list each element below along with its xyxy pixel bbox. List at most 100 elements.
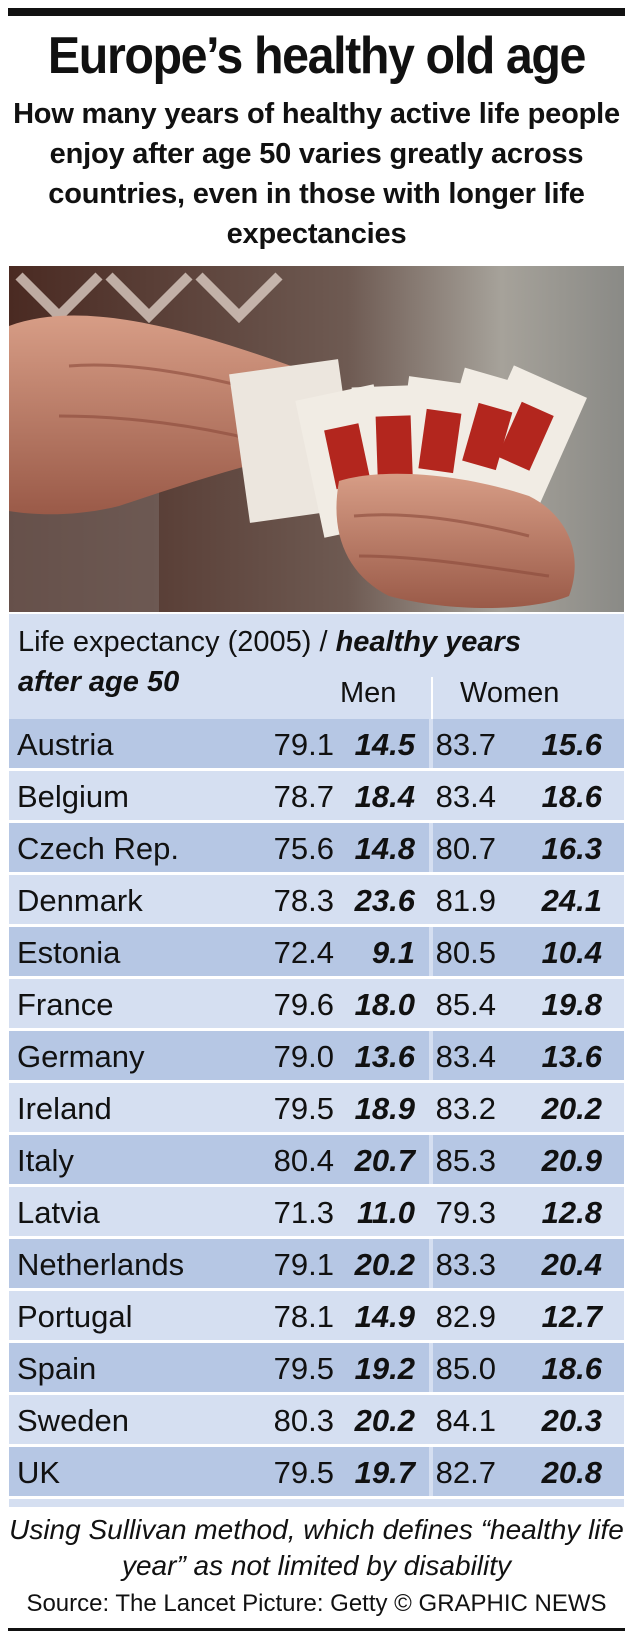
men-cell-block [9, 1239, 429, 1288]
women-healthy-years: 19.8 [541, 987, 602, 1022]
women-life-expectancy: 85.4 [435, 987, 496, 1022]
men-life-expectancy: 79.5 [273, 1091, 334, 1126]
column-header-men: Men [340, 677, 397, 709]
men-cell-block [9, 719, 429, 768]
country-name: Estonia [17, 935, 121, 970]
table-row: Italy 80.4 20.7 85.3 20.9 [9, 1135, 624, 1187]
men-cell-block [9, 771, 429, 820]
row-separator [9, 872, 624, 875]
men-cell-block [9, 1447, 429, 1496]
women-life-expectancy: 82.7 [435, 1455, 496, 1490]
men-cell-block [9, 927, 429, 976]
women-cell-block [433, 1083, 624, 1132]
table-row: Czech Rep. 75.6 14.8 80.7 16.3 [9, 823, 624, 875]
men-healthy-years: 23.6 [354, 883, 415, 918]
women-healthy-years: 16.3 [541, 831, 602, 866]
men-healthy-years: 9.1 [371, 935, 415, 970]
row-separator [9, 1340, 624, 1343]
country-name: Portugal [17, 1299, 133, 1334]
table-row: Latvia 71.3 11.0 79.3 12.8 [9, 1187, 624, 1239]
women-life-expectancy: 83.7 [435, 727, 496, 762]
row-separator [9, 820, 624, 823]
row-separator [9, 1184, 624, 1187]
country-name: France [17, 987, 114, 1022]
table-row: Belgium 78.7 18.4 83.4 18.6 [9, 771, 624, 823]
column-divider [431, 677, 433, 719]
women-life-expectancy: 85.0 [435, 1351, 496, 1386]
men-healthy-years: 19.7 [354, 1455, 415, 1490]
men-life-expectancy: 79.1 [273, 1247, 334, 1282]
row-separator [9, 924, 624, 927]
men-healthy-years: 19.2 [354, 1351, 415, 1386]
women-cell-block [433, 1395, 624, 1444]
table-row: Netherlands 79.1 20.2 83.3 20.4 [9, 1239, 624, 1291]
women-life-expectancy: 83.2 [435, 1091, 496, 1126]
country-name: Italy [17, 1143, 74, 1178]
photo-hands-playing-cards [9, 266, 624, 612]
country-name: Spain [17, 1351, 97, 1386]
men-cell-block [9, 979, 429, 1028]
table-header-label: Life expectancy (2005) / healthy years a… [18, 622, 578, 702]
men-healthy-years: 13.6 [354, 1039, 415, 1074]
country-name: Austria [17, 727, 114, 762]
women-life-expectancy: 85.3 [435, 1143, 496, 1178]
women-healthy-years: 12.8 [541, 1195, 602, 1230]
women-cell-block [433, 927, 624, 976]
women-healthy-years: 18.6 [541, 1351, 602, 1386]
women-healthy-years: 24.1 [541, 883, 602, 918]
men-cell-block [9, 875, 429, 924]
women-life-expectancy: 80.5 [435, 935, 496, 970]
men-life-expectancy: 80.3 [273, 1403, 334, 1438]
men-cell-block [9, 1031, 429, 1080]
men-life-expectancy: 79.5 [273, 1455, 334, 1490]
men-healthy-years: 20.2 [354, 1247, 415, 1282]
men-cell-block [9, 1135, 429, 1184]
top-rule [8, 8, 625, 16]
women-cell-block [433, 1447, 624, 1496]
country-name: Ireland [17, 1091, 112, 1126]
men-life-expectancy: 80.4 [273, 1143, 334, 1178]
women-healthy-years: 20.9 [541, 1143, 602, 1178]
table-row: Ireland 79.5 18.9 83.2 20.2 [9, 1083, 624, 1135]
women-cell-block [433, 1031, 624, 1080]
women-healthy-years: 15.6 [541, 727, 602, 762]
table-header-bold: healthy years after age 50 [18, 626, 521, 698]
row-separator [9, 1028, 624, 1031]
women-life-expectancy: 82.9 [435, 1299, 496, 1334]
men-life-expectancy: 79.0 [273, 1039, 334, 1074]
row-separator [9, 976, 624, 979]
women-cell-block [433, 979, 624, 1028]
country-name: Belgium [17, 779, 129, 814]
women-life-expectancy: 83.4 [435, 779, 496, 814]
row-separator [9, 768, 624, 771]
men-healthy-years: 20.2 [354, 1403, 415, 1438]
women-life-expectancy: 83.3 [435, 1247, 496, 1282]
women-life-expectancy: 80.7 [435, 831, 496, 866]
table-row: UK 79.5 19.7 82.7 20.8 [9, 1447, 624, 1499]
chart-subtitle: How many years of healthy active life pe… [13, 98, 620, 250]
men-healthy-years: 14.9 [354, 1299, 415, 1334]
row-separator [9, 1288, 624, 1291]
women-healthy-years: 20.3 [541, 1403, 602, 1438]
country-name: Czech Rep. [17, 831, 179, 866]
row-separator [9, 1132, 624, 1135]
women-healthy-years: 20.8 [541, 1455, 602, 1490]
women-life-expectancy: 84.1 [435, 1403, 496, 1438]
table-row: Sweden 80.3 20.2 84.1 20.3 [9, 1395, 624, 1447]
women-life-expectancy: 83.4 [435, 1039, 496, 1074]
men-life-expectancy: 78.3 [273, 883, 334, 918]
men-cell-block [9, 1083, 429, 1132]
women-cell-block [433, 1239, 624, 1288]
women-healthy-years: 13.6 [541, 1039, 602, 1074]
men-healthy-years: 18.0 [354, 987, 415, 1022]
row-separator [9, 1080, 624, 1083]
source-credit: Source: The Lancet Picture: Getty © GRAP… [26, 1590, 607, 1617]
row-separator [9, 1236, 624, 1239]
column-header-women: Women [460, 677, 560, 709]
women-healthy-years: 12.7 [541, 1299, 602, 1334]
men-cell-block [9, 1395, 429, 1444]
table-row: Austria 79.1 14.5 83.7 15.6 [9, 719, 624, 771]
men-life-expectancy: 79.1 [273, 727, 334, 762]
women-cell-block [433, 1135, 624, 1184]
men-life-expectancy: 78.7 [273, 779, 334, 814]
